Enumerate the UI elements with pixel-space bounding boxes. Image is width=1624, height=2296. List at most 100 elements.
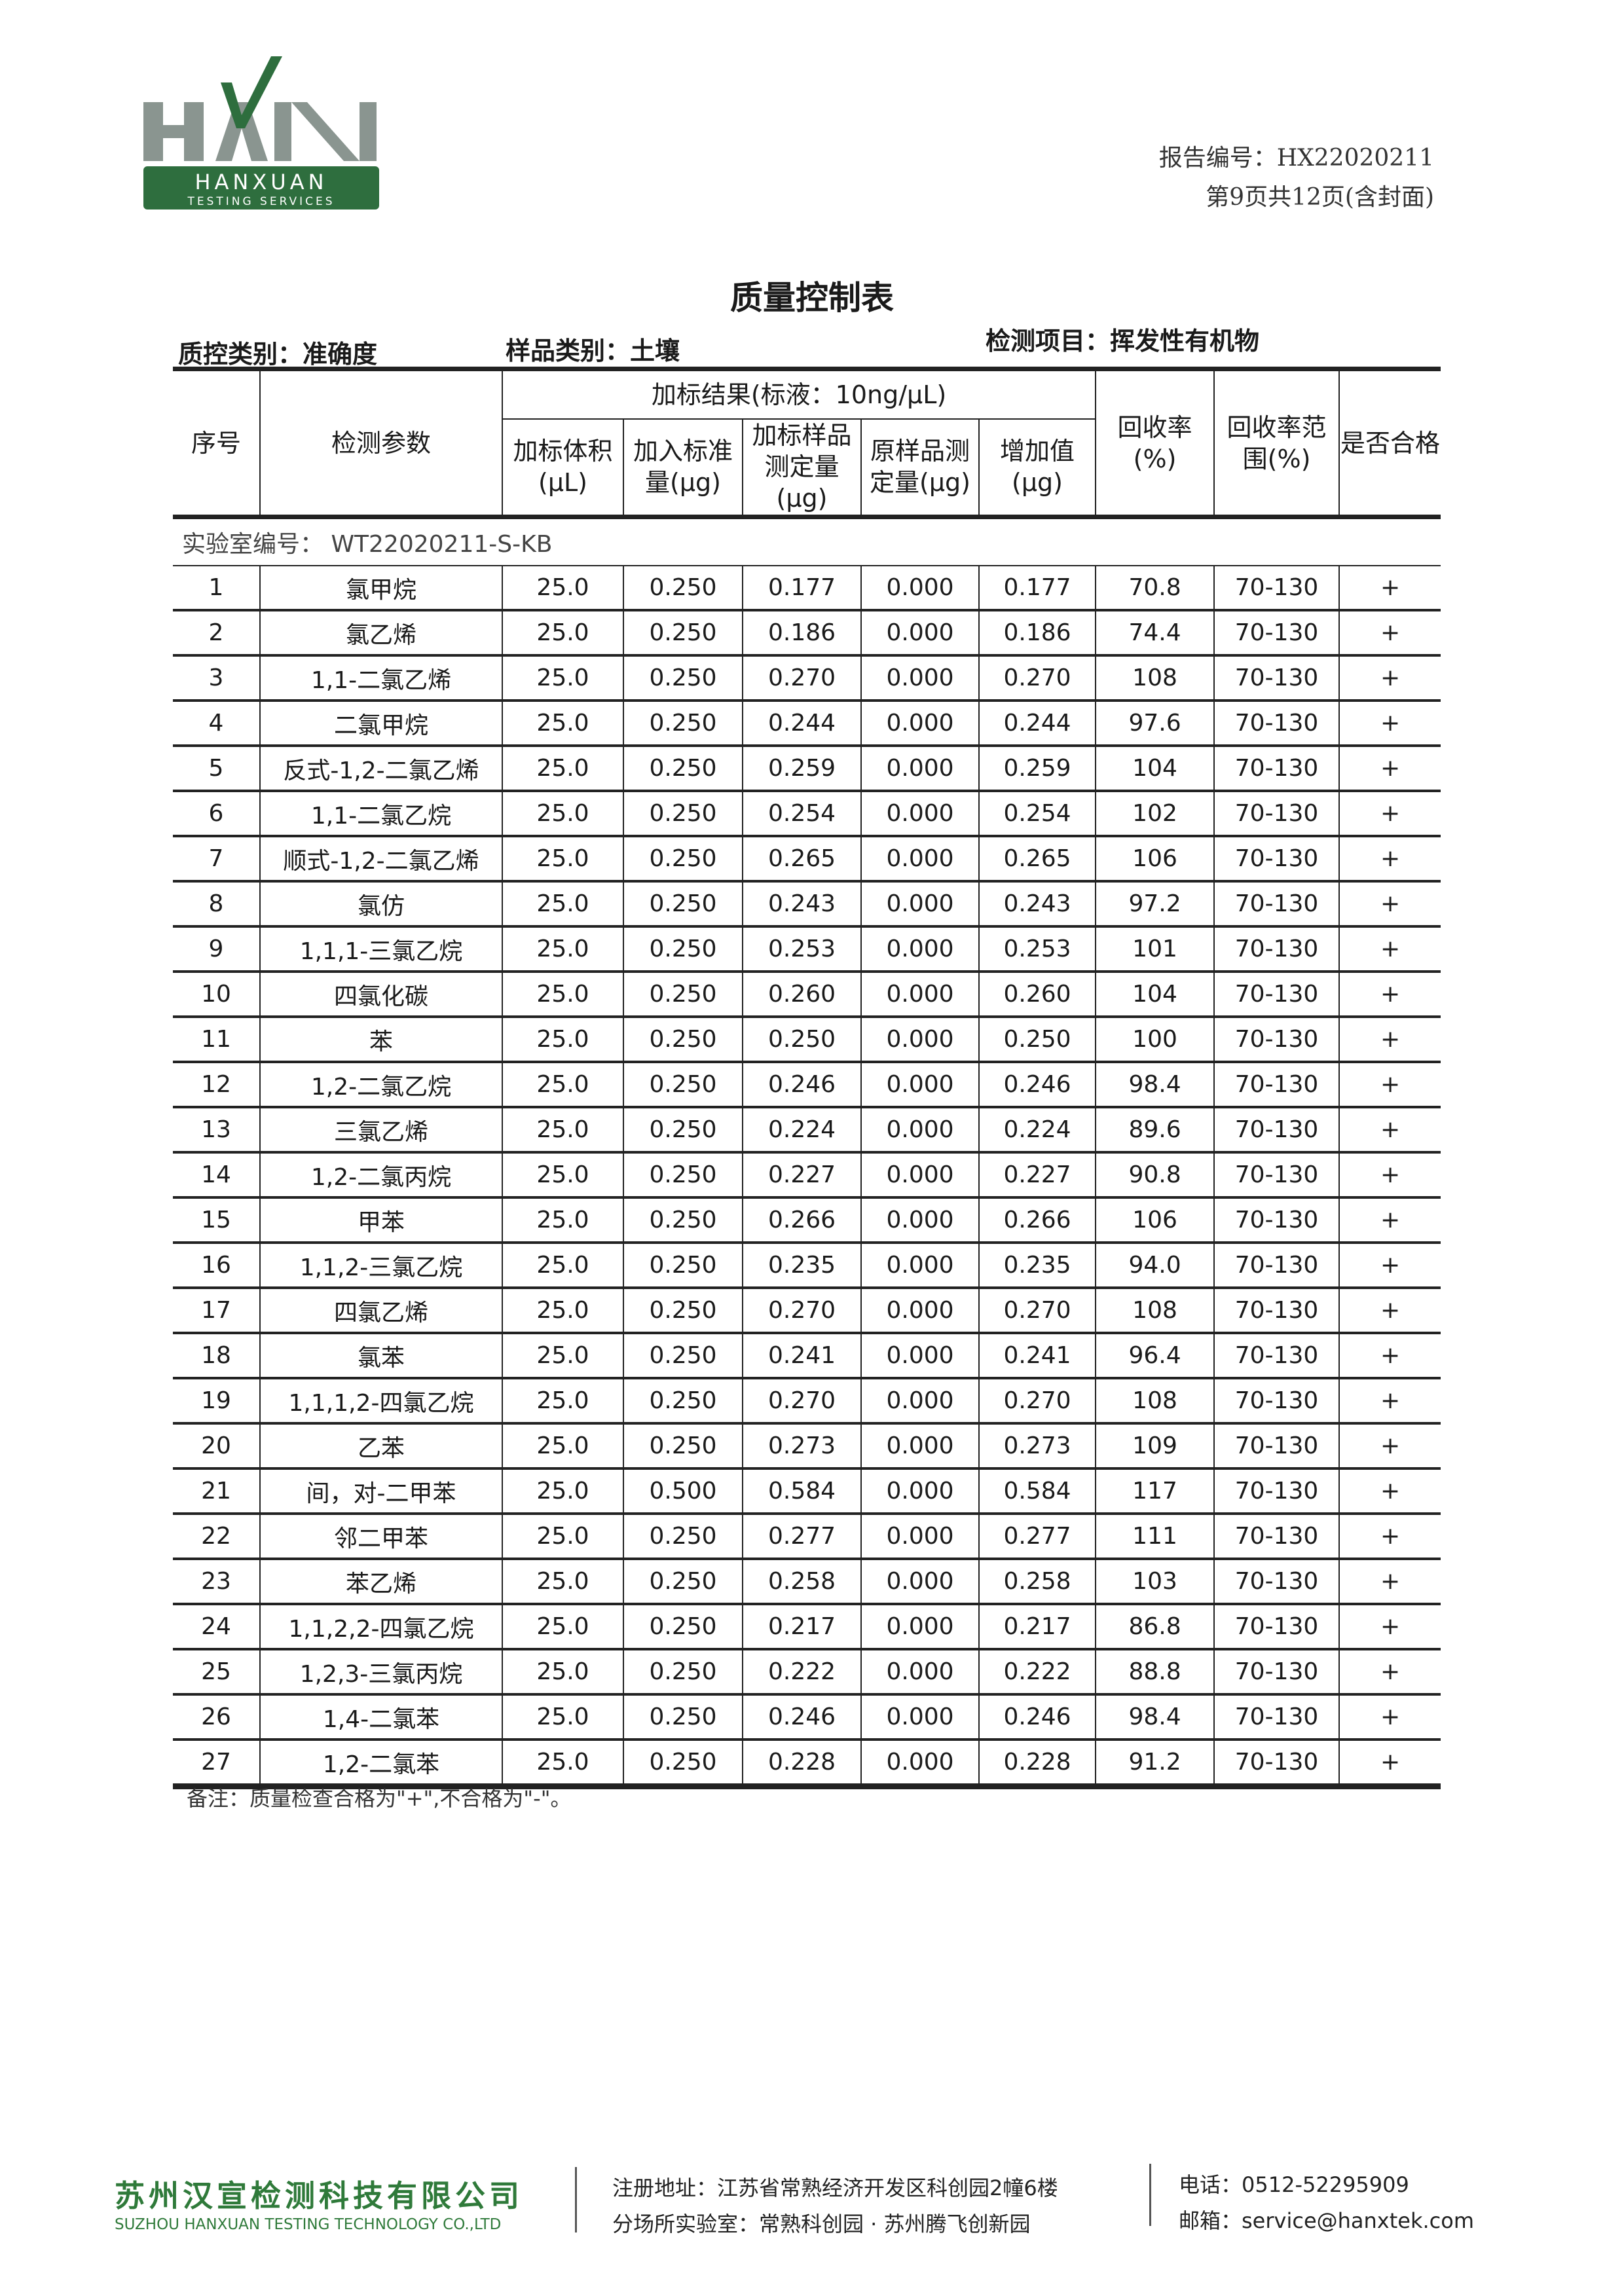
recovery: 101 [1095, 926, 1215, 973]
original-measured: 0.000 [860, 1694, 980, 1741]
spiked-measured: 0.246 [742, 1694, 862, 1741]
original-measured: 0.000 [860, 790, 980, 837]
spiked-measured: 0.177 [742, 565, 862, 611]
row-number: 16 [173, 1242, 261, 1289]
parameter: 反式-1,2-二氯乙烯 [259, 745, 503, 792]
recovery-range: 70-130 [1213, 1377, 1340, 1425]
table-row: 2 氯乙烯 25.0 0.250 0.186 0.000 0.186 74.4 70-130 + [173, 610, 1441, 657]
parameter: 邻二甲苯 [259, 1513, 503, 1560]
spike-volume: 25.0 [502, 1061, 624, 1108]
row-number: 14 [173, 1152, 261, 1199]
spike-amount: 0.250 [623, 835, 743, 883]
table-row: 8 氯仿 25.0 0.250 0.243 0.000 0.243 97.2 70-130 + [173, 881, 1441, 928]
spiked-measured: 0.224 [742, 1106, 862, 1154]
pass-mark: + [1338, 700, 1441, 747]
spike-amount: 0.250 [623, 1423, 743, 1470]
spike-amount: 0.250 [623, 1242, 743, 1289]
spiked-measured: 0.259 [742, 745, 862, 792]
row-number: 12 [173, 1061, 261, 1108]
recovery-range: 70-130 [1213, 1152, 1340, 1199]
row-number: 24 [173, 1603, 261, 1650]
row-number: 9 [173, 926, 261, 973]
spiked-measured: 0.270 [742, 655, 862, 702]
header-increase: 增加值(μg) [978, 418, 1097, 518]
table-row: 10 四氯化碳 25.0 0.250 0.260 0.000 0.260 104 70-130 + [173, 971, 1441, 1018]
spike-volume: 25.0 [502, 1694, 624, 1741]
row-number: 8 [173, 881, 261, 928]
recovery-range: 70-130 [1213, 971, 1340, 1018]
recovery: 104 [1095, 971, 1215, 1018]
row-number: 17 [173, 1287, 261, 1334]
footer-address: 注册地址：江苏省常熟经济开发区科创园2幢6楼 [612, 2176, 1058, 2200]
parameter: 1,1,1-三氯乙烷 [259, 926, 503, 973]
recovery-range: 70-130 [1213, 1332, 1340, 1379]
table-row: 11 苯 25.0 0.250 0.250 0.000 0.250 100 70-130 + [173, 1016, 1441, 1063]
increase: 0.222 [978, 1649, 1097, 1696]
pass-mark: + [1338, 835, 1441, 883]
table-row: 6 1,1-二氯乙烷 25.0 0.250 0.254 0.000 0.254 102 70-1… [173, 790, 1441, 837]
original-measured: 0.000 [860, 926, 980, 973]
spike-amount: 0.250 [623, 1694, 743, 1741]
recovery: 108 [1095, 1377, 1215, 1425]
page-indicator: 第9页共12页(含封面) [1206, 184, 1434, 211]
row-number: 27 [173, 1739, 261, 1789]
original-measured: 0.000 [860, 1106, 980, 1154]
header-spike-results: 加标结果(标液：10ng/μL) [501, 368, 1097, 420]
pass-mark: + [1338, 1332, 1441, 1379]
original-measured: 0.000 [860, 1423, 980, 1470]
increase: 0.259 [978, 745, 1097, 792]
row-number: 26 [173, 1694, 261, 1741]
footer-divider [575, 2167, 577, 2232]
recovery: 106 [1095, 1197, 1215, 1244]
svg-text:HANXUAN: HANXUAN [194, 170, 327, 194]
pass-mark: + [1338, 1694, 1441, 1741]
original-measured: 0.000 [860, 1377, 980, 1425]
spike-amount: 0.250 [623, 1287, 743, 1334]
pass-mark: + [1338, 1242, 1441, 1289]
parameter: 1,1-二氯乙烯 [259, 655, 503, 702]
spike-volume: 25.0 [502, 1197, 624, 1244]
original-measured: 0.000 [860, 1649, 980, 1696]
row-number: 7 [173, 835, 261, 883]
pass-mark: + [1338, 1468, 1441, 1515]
row-number: 1 [173, 565, 261, 611]
recovery-range: 70-130 [1213, 565, 1340, 611]
parameter: 1,2-二氯乙烷 [259, 1061, 503, 1108]
spiked-measured: 0.584 [742, 1468, 862, 1515]
spike-amount: 0.250 [623, 1332, 743, 1379]
original-measured: 0.000 [860, 971, 980, 1018]
table-row: 12 1,2-二氯乙烷 25.0 0.250 0.246 0.000 0.246 98.4 70… [173, 1061, 1441, 1108]
parameter: 氯仿 [259, 881, 503, 928]
spike-amount: 0.500 [623, 1468, 743, 1515]
parameter: 三氯乙烯 [259, 1106, 503, 1154]
spike-volume: 25.0 [502, 1558, 624, 1605]
table-row: 16 1,1,2-三氯乙烷 25.0 0.250 0.235 0.000 0.235 94.0… [173, 1242, 1441, 1289]
parameter: 1,1,2,2-四氯乙烷 [259, 1603, 503, 1650]
recovery: 74.4 [1095, 610, 1215, 657]
spiked-measured: 0.186 [742, 610, 862, 657]
header-spike-amount: 加入标准量(μg) [623, 418, 743, 518]
increase: 0.227 [978, 1152, 1097, 1199]
header-spiked-measured: 加标样品测定量(μg) [742, 418, 862, 518]
parameter: 1,2-二氯丙烷 [259, 1152, 503, 1199]
recovery: 106 [1095, 835, 1215, 883]
original-measured: 0.000 [860, 745, 980, 792]
recovery: 88.8 [1095, 1649, 1215, 1696]
recovery: 70.8 [1095, 565, 1215, 611]
pass-mark: + [1338, 926, 1441, 973]
spike-amount: 0.250 [623, 1197, 743, 1244]
increase: 0.244 [978, 700, 1097, 747]
spiked-measured: 0.243 [742, 881, 862, 928]
table-row: 4 二氯甲烷 25.0 0.250 0.244 0.000 0.244 97.6 70-130 + [173, 700, 1441, 747]
original-measured: 0.000 [860, 1242, 980, 1289]
spiked-measured: 0.246 [742, 1061, 862, 1108]
row-number: 20 [173, 1423, 261, 1470]
recovery-range: 70-130 [1213, 1739, 1340, 1789]
row-number: 2 [173, 610, 261, 657]
recovery-range: 70-130 [1213, 790, 1340, 837]
recovery-range: 70-130 [1213, 1468, 1340, 1515]
spike-volume: 25.0 [502, 790, 624, 837]
parameter: 苯乙烯 [259, 1558, 503, 1605]
spike-amount: 0.250 [623, 1377, 743, 1425]
original-measured: 0.000 [860, 1197, 980, 1244]
